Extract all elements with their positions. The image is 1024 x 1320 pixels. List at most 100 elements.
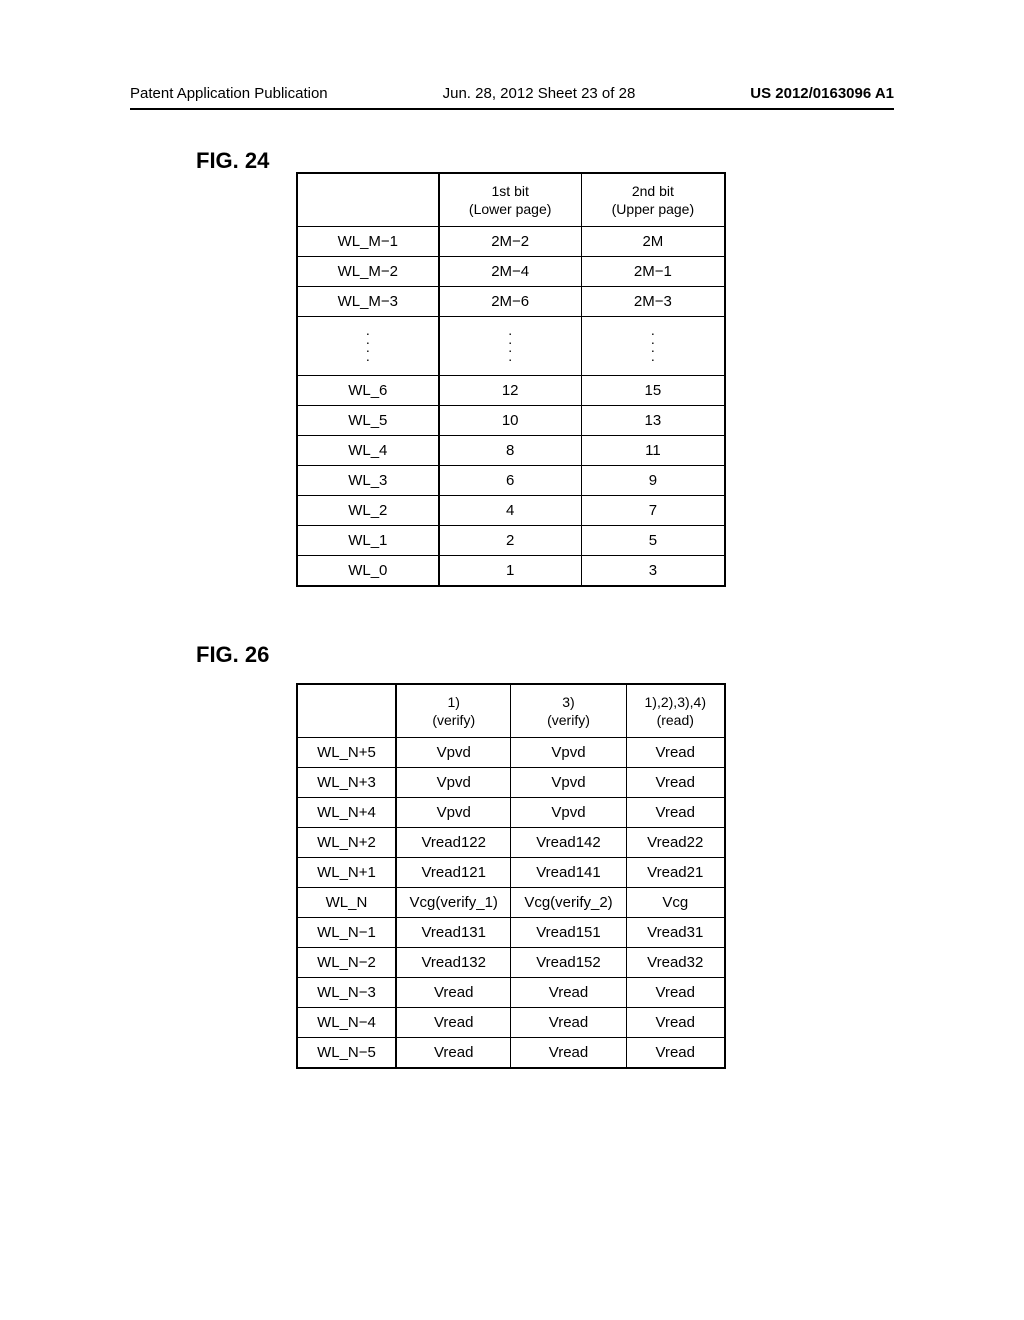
cell: Vread132 xyxy=(396,948,511,978)
cell: Vread151 xyxy=(511,918,626,948)
table-row: WL_1 2 5 xyxy=(298,525,724,555)
cell: 2M−6 xyxy=(439,287,582,317)
cell: Vread32 xyxy=(626,948,724,978)
table-row: WL_6 12 15 xyxy=(298,375,724,405)
ellipsis-row xyxy=(298,317,724,376)
cell: WL_N−1 xyxy=(298,918,396,948)
header-date-sheet: Jun. 28, 2012 Sheet 23 of 28 xyxy=(443,85,636,102)
cell: WL_N+2 xyxy=(298,828,396,858)
table-row: WL_N+2Vread122Vread142Vread22 xyxy=(298,828,724,858)
cell: 13 xyxy=(581,405,724,435)
cell: 12 xyxy=(439,375,582,405)
cell: Vread xyxy=(626,798,724,828)
header-publication: Patent Application Publication xyxy=(130,85,328,102)
cell: WL_N−3 xyxy=(298,978,396,1008)
cell: Vread31 xyxy=(626,918,724,948)
table-26: 1) (verify) 3) (verify) 1),2),3),4) (rea… xyxy=(298,685,724,1067)
figure-24-label: FIG. 24 xyxy=(196,148,269,174)
cell: WL_M−1 xyxy=(298,227,439,257)
cell: 1 xyxy=(439,555,582,585)
cell: WL_N−4 xyxy=(298,1008,396,1038)
cell: Vread122 xyxy=(396,828,511,858)
cell: WL_N−2 xyxy=(298,948,396,978)
header-rule xyxy=(130,108,894,110)
cell: 2M−4 xyxy=(439,257,582,287)
table-row: WL_N+4VpvdVpvdVread xyxy=(298,798,724,828)
cell: 10 xyxy=(439,405,582,435)
cell: Vread xyxy=(396,978,511,1008)
table-row: WL_M−2 2M−4 2M−1 xyxy=(298,257,724,287)
cell: Vcg(verify_1) xyxy=(396,888,511,918)
cell: Vread xyxy=(396,1008,511,1038)
table-row: WL_N−4VreadVreadVread xyxy=(298,1008,724,1038)
cell: Vread xyxy=(626,768,724,798)
page-header: Patent Application Publication Jun. 28, … xyxy=(0,85,1024,102)
table-26-header-read: 1),2),3),4) (read) xyxy=(626,685,724,738)
cell: Vpvd xyxy=(511,768,626,798)
cell: WL_N+1 xyxy=(298,858,396,888)
vdots xyxy=(581,317,724,376)
cell: Vread142 xyxy=(511,828,626,858)
cell: 2M−3 xyxy=(581,287,724,317)
table-row: WL_3 6 9 xyxy=(298,465,724,495)
table-26-header-blank xyxy=(298,685,396,738)
table-row: WL_N+5VpvdVpvdVread xyxy=(298,738,724,768)
cell: 8 xyxy=(439,435,582,465)
table-row: WL_N+1Vread121Vread141Vread21 xyxy=(298,858,724,888)
cell: WL_M−3 xyxy=(298,287,439,317)
cell: WL_N+5 xyxy=(298,738,396,768)
cell: Vread22 xyxy=(626,828,724,858)
cell: Vread121 xyxy=(396,858,511,888)
cell: WL_6 xyxy=(298,375,439,405)
figure-26-table: 1) (verify) 3) (verify) 1),2),3),4) (rea… xyxy=(296,683,726,1069)
cell: Vread xyxy=(626,738,724,768)
cell: Vcg(verify_2) xyxy=(511,888,626,918)
table-26-header-row: 1) (verify) 3) (verify) 1),2),3),4) (rea… xyxy=(298,685,724,738)
table-24-header-bit2: 2nd bit (Upper page) xyxy=(581,174,724,227)
cell: Vread152 xyxy=(511,948,626,978)
table-24-header-bit1: 1st bit (Lower page) xyxy=(439,174,582,227)
cell: Vpvd xyxy=(511,798,626,828)
table-row: WL_NVcg(verify_1)Vcg(verify_2)Vcg xyxy=(298,888,724,918)
cell: 11 xyxy=(581,435,724,465)
cell: WL_1 xyxy=(298,525,439,555)
cell: Vpvd xyxy=(396,768,511,798)
table-row: WL_M−3 2M−6 2M−3 xyxy=(298,287,724,317)
table-row: WL_5 10 13 xyxy=(298,405,724,435)
cell: WL_N−5 xyxy=(298,1038,396,1068)
vdots xyxy=(439,317,582,376)
table-row: WL_0 1 3 xyxy=(298,555,724,585)
cell: Vread141 xyxy=(511,858,626,888)
figure-24-table: 1st bit (Lower page) 2nd bit (Upper page… xyxy=(296,172,726,587)
cell: 2M−2 xyxy=(439,227,582,257)
cell: Vread xyxy=(511,1008,626,1038)
cell: 15 xyxy=(581,375,724,405)
cell: Vcg xyxy=(626,888,724,918)
cell: 7 xyxy=(581,495,724,525)
table-row: WL_M−1 2M−2 2M xyxy=(298,227,724,257)
table-row: WL_N−1Vread131Vread151Vread31 xyxy=(298,918,724,948)
cell: WL_3 xyxy=(298,465,439,495)
table-24-header-blank xyxy=(298,174,439,227)
cell: WL_M−2 xyxy=(298,257,439,287)
cell: 4 xyxy=(439,495,582,525)
cell: WL_N+4 xyxy=(298,798,396,828)
table-row: WL_N−2Vread132Vread152Vread32 xyxy=(298,948,724,978)
cell: WL_5 xyxy=(298,405,439,435)
cell: Vread xyxy=(396,1038,511,1068)
table-row: WL_N−5VreadVreadVread xyxy=(298,1038,724,1068)
cell: WL_2 xyxy=(298,495,439,525)
table-24: 1st bit (Lower page) 2nd bit (Upper page… xyxy=(298,174,724,585)
table-26-header-1: 1) (verify) xyxy=(396,685,511,738)
cell: Vread xyxy=(511,978,626,1008)
cell: Vread131 xyxy=(396,918,511,948)
cell: WL_N+3 xyxy=(298,768,396,798)
cell: WL_N xyxy=(298,888,396,918)
vdots xyxy=(298,317,439,376)
cell: 2M−1 xyxy=(581,257,724,287)
cell: Vread xyxy=(626,978,724,1008)
cell: 2 xyxy=(439,525,582,555)
cell: 2M xyxy=(581,227,724,257)
cell: 3 xyxy=(581,555,724,585)
cell: Vpvd xyxy=(511,738,626,768)
